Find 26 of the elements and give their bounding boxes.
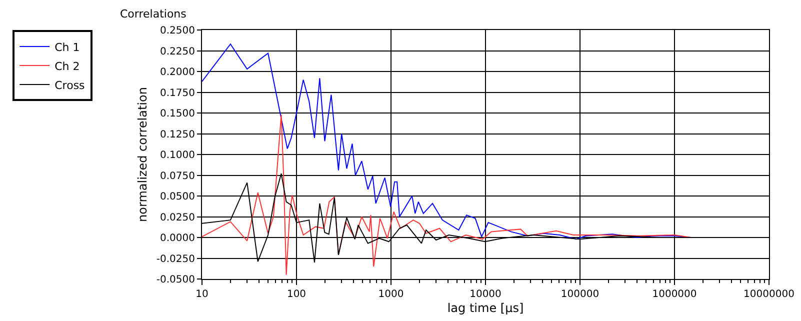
x-tick-label: 10000 bbox=[470, 289, 502, 300]
x-axis-title: lag time [µs] bbox=[447, 300, 524, 315]
y-tick-label: -0.0500 bbox=[156, 274, 195, 286]
x-tick-label: 10000000 bbox=[744, 289, 794, 300]
y-tick-label: 0.0000 bbox=[160, 233, 195, 244]
x-tick-label: 10 bbox=[196, 289, 208, 300]
y-tick-label: 0.1000 bbox=[160, 150, 195, 161]
y-tick-label: 0.0750 bbox=[160, 170, 195, 182]
legend-label: Ch 2 bbox=[54, 60, 80, 73]
x-tick-label: 1000 bbox=[378, 289, 404, 300]
y-tick-label: 0.1250 bbox=[160, 129, 195, 140]
y-tick-label: 0.0500 bbox=[160, 192, 195, 202]
x-tick-label: 100000 bbox=[560, 289, 600, 300]
y-tick-label: 0.2000 bbox=[160, 67, 195, 78]
y-tick-label: 0.1500 bbox=[160, 108, 195, 120]
x-tick-label: 100 bbox=[286, 289, 306, 300]
y-tick-label: 0.1750 bbox=[160, 88, 195, 99]
y-tick-label: 0.2250 bbox=[160, 46, 195, 58]
y-tick-label: 0.0250 bbox=[160, 212, 195, 224]
y-tick-label: 0.2500 bbox=[160, 26, 195, 36]
x-tick-label: 1000000 bbox=[652, 289, 697, 300]
legend-label: Cross bbox=[54, 78, 86, 92]
legend-label: Ch 1 bbox=[54, 40, 80, 54]
y-axis-title: normalized correlation bbox=[136, 87, 150, 222]
chart-title: Correlations bbox=[120, 7, 187, 20]
y-tick-label: -0.0250 bbox=[156, 254, 195, 265]
